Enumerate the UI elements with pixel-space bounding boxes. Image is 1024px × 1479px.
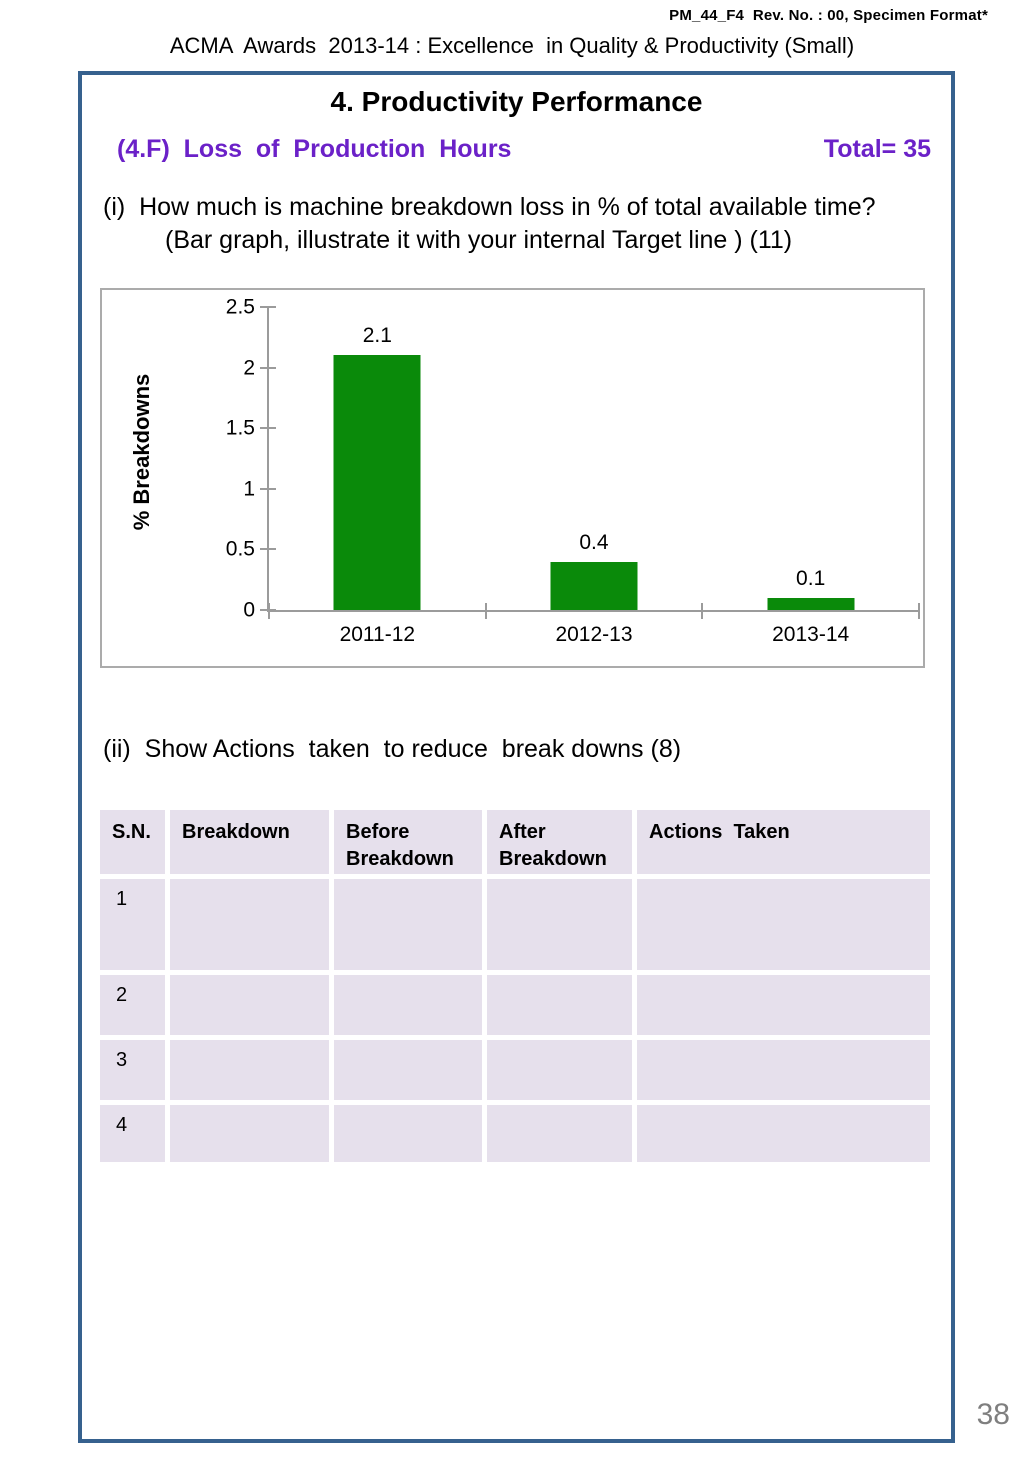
bar (333, 355, 421, 610)
table-cell (487, 1040, 632, 1100)
y-tick-label: 2 (243, 356, 255, 380)
table-cell (334, 1105, 482, 1162)
question-i-line2: (Bar graph, illustrate it with your inte… (165, 226, 793, 254)
table-header-cell: S.N. (100, 810, 165, 874)
subsection-title: (4.F) Loss of Production Hours (117, 135, 512, 163)
y-tick-label: 1.5 (225, 416, 255, 440)
x-tick-mark (701, 603, 704, 619)
y-tick-mark (260, 548, 276, 551)
table-cell (170, 1040, 329, 1100)
total-marks-label: Total= 35 (823, 135, 931, 163)
table-header-cell: After Breakdown (487, 810, 632, 874)
bar (767, 597, 855, 610)
table-header-cell: Before Breakdown (334, 810, 482, 874)
table-header-cell: Breakdown (170, 810, 329, 874)
y-tick-mark (260, 487, 276, 490)
y-tick-mark (260, 306, 276, 308)
y-tick-label: 0.5 (225, 537, 255, 561)
table-cell (487, 879, 632, 970)
table-row-number-cell: 2 (100, 975, 165, 1035)
y-tick-label: 2.5 (225, 295, 255, 319)
bar-group: 2.1 2011-12 (269, 307, 486, 646)
breakdown-bar-chart: % Breakdowns 0 0.5 1 1.5 2 2.5 2.1 2011-12 0.4 20… (100, 288, 925, 668)
table-row-number-cell: 3 (100, 1040, 165, 1100)
table-cell (334, 1040, 482, 1100)
page-number: 38 (976, 1398, 1010, 1431)
table-cell (334, 975, 482, 1035)
table-cell (637, 1040, 930, 1100)
table-cell (487, 975, 632, 1035)
y-tick-mark (260, 366, 276, 369)
table-row-number-cell: 4 (100, 1105, 165, 1162)
table-header-cell: Actions Taken (637, 810, 930, 874)
slide-content-box: 4. Productivity Performance (4.F) Loss o… (78, 71, 955, 1443)
document-reference: PM_44_F4 Rev. No. : 00, Specimen Format* (669, 7, 988, 24)
bar (550, 561, 638, 610)
y-axis-title: % Breakdowns (129, 373, 154, 531)
x-category-label: 2013-14 (772, 623, 850, 646)
bar-value-label: 0.4 (579, 530, 609, 554)
y-tick-label: 1 (243, 477, 255, 501)
table-cell (637, 1105, 930, 1162)
x-category-label: 2012-13 (555, 623, 633, 646)
table-cell (334, 879, 482, 970)
y-tick-label: 0 (243, 598, 255, 622)
page-header-title: ACMA Awards 2013-14 : Excellence in Qual… (169, 33, 855, 58)
table-cell (487, 1105, 632, 1162)
table-cell (637, 879, 930, 970)
bar-group: 0.1 2013-14 (702, 307, 919, 646)
question-i-line1: (i) How much is machine breakdown loss i… (103, 193, 876, 221)
x-tick-mark (268, 603, 270, 619)
table-row-number-cell: 1 (100, 879, 165, 970)
section-title: 4. Productivity Performance (330, 86, 703, 117)
plot-area: 0 0.5 1 1.5 2 2.5 2.1 2011-12 0.4 2012-13 0.1 2013-… (226, 297, 920, 646)
x-tick-mark (484, 603, 487, 619)
table-cell (637, 975, 930, 1035)
bar-value-label: 0.1 (796, 566, 826, 590)
table-cell (170, 879, 329, 970)
x-category-label: 2011-12 (339, 623, 416, 646)
bar-value-label: 2.1 (362, 324, 392, 348)
actions-table: S.N. Breakdown Before Breakdown After Break… (100, 810, 930, 1162)
table-cell (170, 1105, 329, 1162)
question-ii: (ii) Show Actions taken to reduce break … (103, 735, 682, 763)
x-tick-mark (918, 603, 920, 619)
y-tick-mark (260, 427, 276, 430)
table-cell (170, 975, 329, 1035)
bar-group: 0.4 2012-13 (486, 307, 703, 646)
